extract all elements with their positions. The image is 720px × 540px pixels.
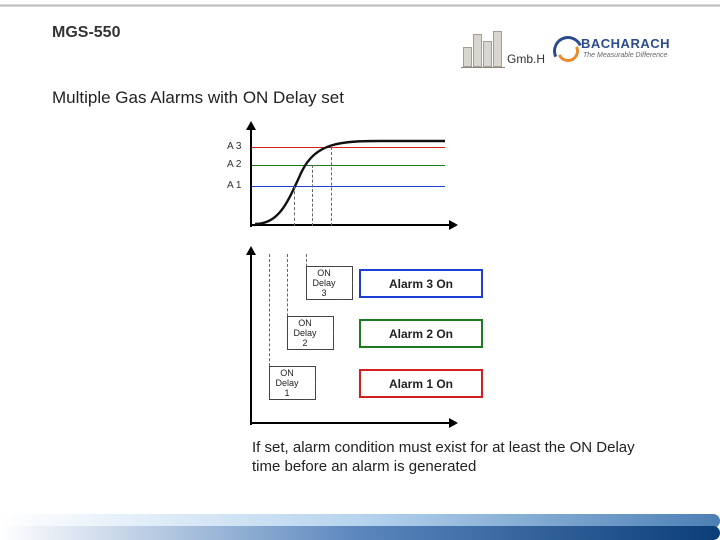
- signal-curve: [250, 131, 450, 226]
- threshold-label: A 2: [227, 159, 241, 170]
- y-axis: [250, 248, 252, 425]
- gmbh-label: Gmb.H: [507, 52, 545, 66]
- alarm-on-box: Alarm 1 On: [359, 369, 483, 398]
- alarm-on-box: Alarm 2 On: [359, 319, 483, 348]
- brand-name: BACHARACH: [581, 36, 670, 51]
- alarm-on-box: Alarm 3 On: [359, 269, 483, 298]
- on-delay-box: ONDelay3: [306, 266, 353, 300]
- drop-line: [312, 165, 313, 226]
- top-rule-inner: [0, 5, 720, 6]
- threshold-chart: A 3 A 2 A 1: [225, 131, 450, 226]
- delay-timeline: ONDelay3Alarm 3 OnONDelay2Alarm 2 OnONDe…: [204, 254, 450, 424]
- on-delay-box: ONDelay1: [269, 366, 316, 400]
- drop-line: [294, 186, 295, 226]
- product-code: MGS-550: [52, 24, 120, 42]
- page-title: Multiple Gas Alarms with ON Delay set: [52, 88, 344, 108]
- caption-text: If set, alarm condition must exist for a…: [252, 438, 652, 476]
- bacharach-logo: BACHARACH The Measurable Difference: [553, 30, 693, 70]
- on-delay-box: ONDelay2: [287, 316, 334, 350]
- threshold-label: A 3: [227, 141, 241, 152]
- x-axis: [250, 422, 456, 424]
- drop-line: [331, 147, 332, 226]
- threshold-label: A 1: [227, 180, 241, 191]
- msa-logo: [461, 28, 505, 70]
- page: MGS-550 Gmb.H BACHARACH The Measurable D…: [0, 0, 720, 540]
- footer-bars: [0, 510, 720, 540]
- brand-tagline: The Measurable Difference: [583, 52, 667, 59]
